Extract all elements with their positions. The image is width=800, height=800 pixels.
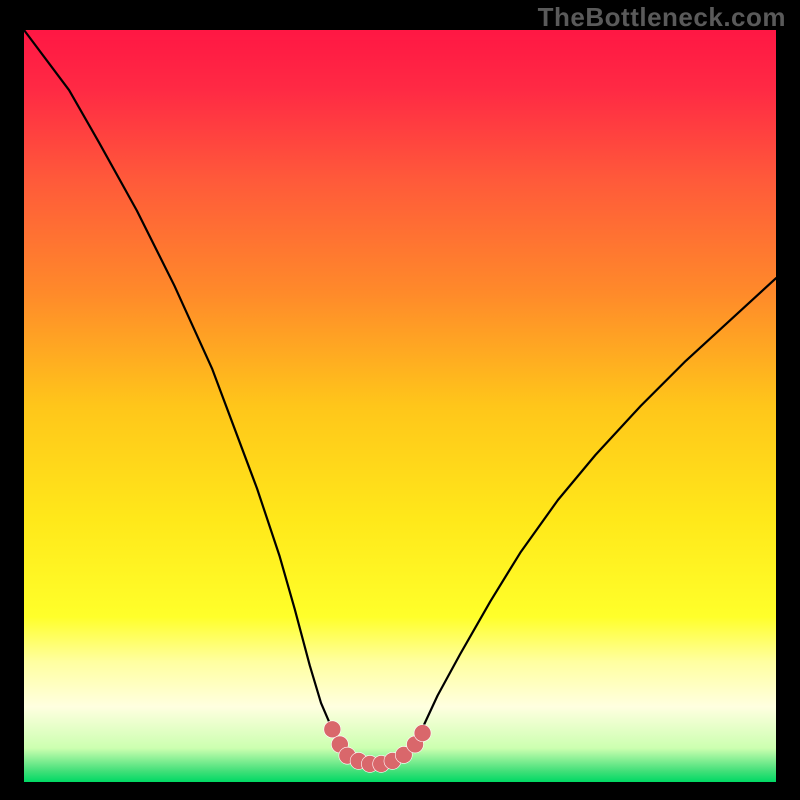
chart-container: { "watermark": "TheBottleneck.com", "cha…: [0, 0, 800, 800]
bottleneck-chart: [0, 0, 800, 800]
plot-background: [24, 30, 776, 782]
watermark-text: TheBottleneck.com: [538, 2, 786, 33]
curve-marker: [324, 721, 341, 738]
curve-marker: [414, 725, 431, 742]
